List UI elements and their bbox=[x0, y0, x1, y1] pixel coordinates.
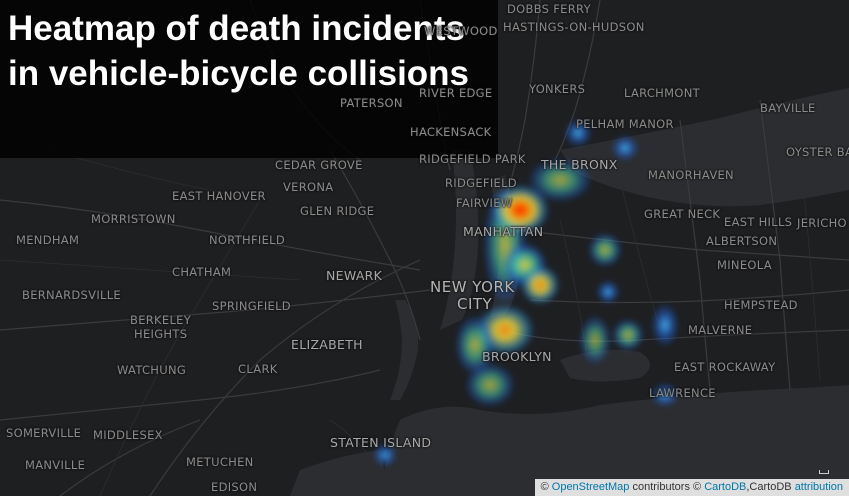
place-label-verona: VERONA bbox=[283, 180, 334, 194]
place-label-heights: HEIGHTS bbox=[134, 327, 188, 341]
place-label-elizabeth: ELIZABETH bbox=[291, 337, 363, 352]
place-label-ridgefield: RIDGEFIELD bbox=[445, 176, 517, 190]
heat-spot-jamaica bbox=[612, 319, 644, 351]
place-label-mendham: MENDHAM bbox=[16, 233, 80, 247]
place-label-the-bronx: THE BRONX bbox=[541, 157, 618, 172]
place-label-larchmont: LARCHMONT bbox=[624, 86, 700, 100]
attribution-cartodb-text: ,CartoDB bbox=[746, 481, 792, 493]
heat-spot-bronx bbox=[528, 158, 592, 202]
place-label-albertson: ALBERTSON bbox=[706, 234, 778, 248]
place-label-hackensack: HACKENSACK bbox=[410, 125, 492, 139]
attribution-link[interactable]: attribution bbox=[794, 481, 843, 493]
place-label-east-hanover: EAST HANOVER bbox=[172, 189, 266, 203]
place-label-edison: EDISON bbox=[211, 480, 258, 494]
title-panel: Heatmap of death incidents in vehicle-bi… bbox=[0, 0, 498, 158]
copyright-symbol: © bbox=[540, 481, 549, 493]
place-label-lawrence: LAWRENCE bbox=[649, 386, 716, 400]
place-label-westwood: WESTWOOD bbox=[424, 24, 498, 38]
place-label-berkeley: BERKELEY bbox=[130, 313, 192, 327]
place-label-mineola: MINEOLA bbox=[717, 258, 772, 272]
place-label-clark: CLARK bbox=[238, 362, 278, 376]
place-label-morristown: MORRISTOWN bbox=[91, 212, 176, 226]
place-label-manhattan: MANHATTAN bbox=[463, 224, 544, 239]
map-title: Heatmap of death incidents in vehicle-bi… bbox=[8, 9, 470, 93]
heat-spot-queens-north bbox=[588, 233, 622, 267]
place-label-great-neck: GREAT NECK bbox=[644, 207, 721, 221]
openstreetmap-link[interactable]: OpenStreetMap bbox=[551, 481, 630, 493]
place-label-new-york: NEW YORK bbox=[430, 278, 515, 296]
place-label-bayville: BAYVILLE bbox=[760, 101, 816, 115]
place-label-east-hills: EAST HILLS bbox=[724, 215, 793, 229]
place-label-glen-ridge: GLEN RIDGE bbox=[300, 204, 375, 218]
place-label-manorhaven: MANORHAVEN bbox=[648, 168, 734, 182]
place-label-metuchen: METUCHEN bbox=[186, 455, 254, 469]
place-label-middlesex: MIDDLESEX bbox=[93, 428, 163, 442]
heat-spot-bronx-east bbox=[611, 135, 639, 161]
heat-spot-rockaway bbox=[651, 383, 679, 407]
place-label-east-rockaway: EAST ROCKAWAY bbox=[674, 360, 776, 374]
attribution-contributors: contributors © bbox=[629, 481, 702, 493]
place-label-manville: MANVILLE bbox=[25, 458, 86, 472]
place-label-yonkers: YONKERS bbox=[529, 82, 586, 96]
place-label-cedar-grove: CEDAR GROVE bbox=[275, 158, 363, 172]
place-label-malverne: MALVERNE bbox=[688, 323, 753, 337]
heat-spot-manhattan-upper bbox=[490, 184, 550, 236]
heat-spot-brooklyn-south bbox=[465, 363, 515, 407]
place-label-oyster-bay: OYSTER BA bbox=[786, 145, 849, 159]
scale-bar bbox=[819, 470, 829, 474]
heat-spot-queens-far-east bbox=[651, 303, 679, 347]
heat-spot-pelham bbox=[564, 119, 592, 147]
place-label-bernardsville: BERNARDSVILLE bbox=[22, 288, 121, 302]
place-label-chatham: CHATHAM bbox=[172, 265, 232, 279]
place-label-watchung: WATCHUNG bbox=[117, 363, 187, 377]
cartodb-link[interactable]: CartoDB bbox=[704, 481, 747, 493]
heat-spot-queens-central bbox=[596, 280, 620, 304]
place-label-brooklyn: BROOKLYN bbox=[482, 349, 552, 364]
place-label-ridgefield-park: RIDGEFIELD PARK bbox=[419, 152, 526, 166]
place-label-jericho: JERICHO bbox=[797, 216, 847, 230]
heat-spot-queens-east bbox=[579, 315, 611, 365]
heat-spot-queens-west bbox=[520, 265, 560, 305]
place-label-hastings: HASTINGS-ON-HUDSON bbox=[503, 20, 645, 34]
place-label-somerville: SOMERVILLE bbox=[6, 426, 82, 440]
place-label-pelham-manor: PELHAM MANOR bbox=[576, 117, 674, 131]
place-label-newark: NEWARK bbox=[326, 268, 383, 283]
place-label-staten-island: STATEN ISLAND bbox=[330, 435, 432, 450]
heatmap-layer bbox=[373, 119, 679, 467]
place-label-fairview: FAIRVIEW bbox=[456, 196, 513, 210]
place-label-springfield: SPRINGFIELD bbox=[212, 299, 291, 313]
map-attribution: © OpenStreetMap contributors © CartoDB,C… bbox=[534, 479, 849, 496]
place-label-dobbs-ferry: DOBBS FERRY bbox=[507, 2, 591, 16]
place-label-city: CITY bbox=[457, 295, 493, 313]
heat-spot-staten-island bbox=[373, 443, 397, 467]
place-label-river-edge: RIVER EDGE bbox=[419, 86, 493, 100]
heat-spot-brooklyn-west bbox=[455, 315, 495, 375]
place-label-hempstead: HEMPSTEAD bbox=[724, 298, 798, 312]
place-label-paterson: PATERSON bbox=[340, 96, 403, 110]
place-label-northfield: NORTHFIELD bbox=[209, 233, 286, 247]
